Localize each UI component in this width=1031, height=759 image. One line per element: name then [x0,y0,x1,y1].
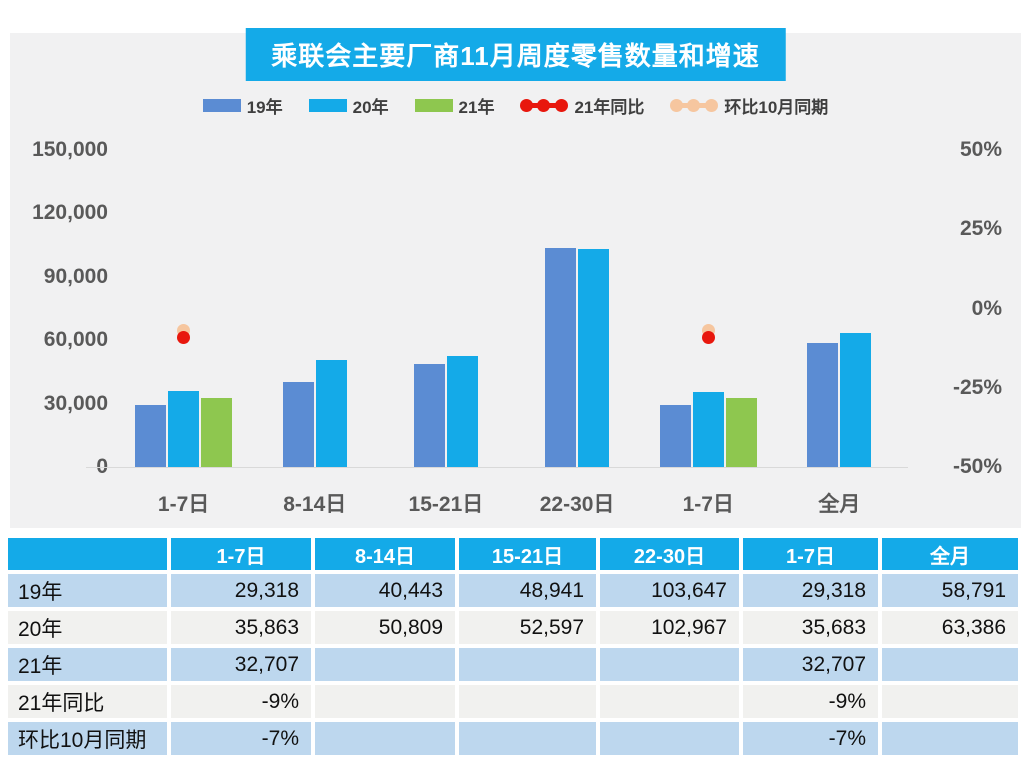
bar-20年 [168,391,199,467]
left-axis-tick: 30,000 [43,391,108,415]
right-axis-tick: -25% [952,375,1002,399]
x-axis-label: 15-21日 [408,493,484,516]
x-axis-label: 1-7日 [682,493,734,516]
table-cell [600,648,739,681]
legend-item: 21年 [414,93,495,118]
table-cell: -9% [743,685,878,718]
table-cell: 48,941 [459,574,596,607]
bar-20年 [840,333,871,467]
legend-item: 19年 [202,93,283,118]
bar-19年 [545,248,576,467]
table-cell: 29,318 [171,574,311,607]
table-row-label: 21年同比 [8,685,167,718]
table-cell: 63,386 [882,611,1018,644]
table-cell: 52,597 [459,611,596,644]
bar-20年 [316,360,347,467]
bar-19年 [135,405,166,467]
bar-19年 [414,364,445,467]
legend-item: 20年 [308,93,389,118]
table-row-label: 19年 [8,574,167,607]
table-cell: 35,863 [171,611,311,644]
table-cell: 32,707 [743,648,878,681]
left-axis-tick: 90,000 [43,264,108,288]
bar-20年 [693,392,724,467]
table-header-cell: 全月 [882,538,1018,570]
table-cell [882,722,1018,755]
bar-20年 [578,249,609,467]
bar-21年 [726,398,757,467]
left-axis-tick: 150,000 [32,138,108,161]
legend-label: 21年 [458,97,495,117]
right-axis-tick: -50% [952,455,1002,478]
legend-line-marker-icon [520,98,569,112]
chart-title: 乘联会主要厂商11月周度零售数量和增速 [245,28,786,81]
legend-swatch-icon [308,98,347,112]
table-cell [882,685,1018,718]
table-cell: 102,967 [600,611,739,644]
table-row-label: 21年 [8,648,167,681]
left-axis-tick: 60,000 [43,328,108,352]
chart-legend: 19年 20年 21年 21年同比 环比10月同期 [10,92,1021,118]
table-cell [600,685,739,718]
table-cell [600,722,739,755]
table-cell: 40,443 [315,574,455,607]
table-cell [459,685,596,718]
right-axis-tick: 0% [971,296,1002,320]
legend-line-marker-icon [670,98,719,112]
bar-19年 [807,343,838,467]
legend-label: 20年 [352,97,389,117]
marker-21年同比 [177,331,190,344]
x-axis-label: 8-14日 [283,493,347,516]
right-axis-tick: 25% [959,217,1002,241]
table-cell [315,648,455,681]
legend-item: 21年同比 [520,93,644,118]
table-header-cell: 1-7日 [171,538,311,570]
table-cell [459,648,596,681]
table-cell: -9% [171,685,311,718]
legend-label: 19年 [246,97,283,117]
table-cell [315,722,455,755]
x-axis-line [86,467,908,468]
marker-21年同比 [702,331,715,344]
table-cell [459,722,596,755]
table-header-cell: 1-7日 [743,538,878,570]
x-axis-label: 1-7日 [157,493,210,516]
bar-21年 [201,398,232,467]
table-row-label: 20年 [8,611,167,644]
x-axis-label: 全月 [818,493,861,516]
table-cell: 29,318 [743,574,878,607]
legend-item: 环比10月同期 [670,93,828,118]
legend-label: 21年同比 [574,97,645,117]
legend-swatch-icon [202,98,241,112]
legend-swatch-icon [414,98,453,112]
right-axis-tick: 50% [959,138,1002,161]
table-cell: 103,647 [600,574,739,607]
left-axis-tick: 0 [20,455,108,479]
table-cell: 32,707 [171,648,311,681]
data-table: 1-7日 8-14日 15-21日 22-30日 1-7日 全月 19年 29,318 40,4… [8,538,1021,755]
bar-19年 [660,405,691,467]
table-cell: 35,683 [743,611,878,644]
table-cell: -7% [171,722,311,755]
table-header-cell: 22-30日 [600,538,739,570]
table-header-cell [8,538,167,570]
left-axis-tick: 120,000 [32,201,108,225]
x-axis-label: 22-30日 [539,493,615,516]
bar-19年 [283,382,314,467]
table-cell: -7% [743,722,878,755]
table-header-cell: 8-14日 [315,538,455,570]
bar-20年 [447,356,478,467]
legend-label: 环比10月同期 [724,97,829,117]
table-row-label: 环比10月同期 [8,722,167,755]
table-cell [882,648,1018,681]
table-cell: 50,809 [315,611,455,644]
table-cell [315,685,455,718]
table-cell: 58,791 [882,574,1018,607]
table-header-cell: 15-21日 [459,538,596,570]
